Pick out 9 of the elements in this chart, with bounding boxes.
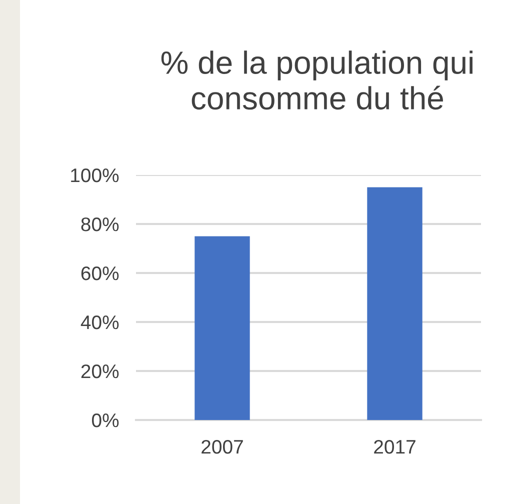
- y-tick-label: 20%: [81, 364, 119, 378]
- y-tick-label: 80%: [81, 217, 119, 232]
- chart-title: % de la population qui consomme du thé: [161, 50, 472, 110]
- y-tick-label: 0%: [92, 413, 119, 428]
- y-tick-label: 60%: [81, 266, 119, 280]
- x-tick-label: 2007: [202, 440, 243, 454]
- x-tick-label: 2017: [374, 440, 416, 454]
- y-tick-label: 40%: [80, 315, 119, 330]
- y-tick-label: 100%: [71, 168, 119, 182]
